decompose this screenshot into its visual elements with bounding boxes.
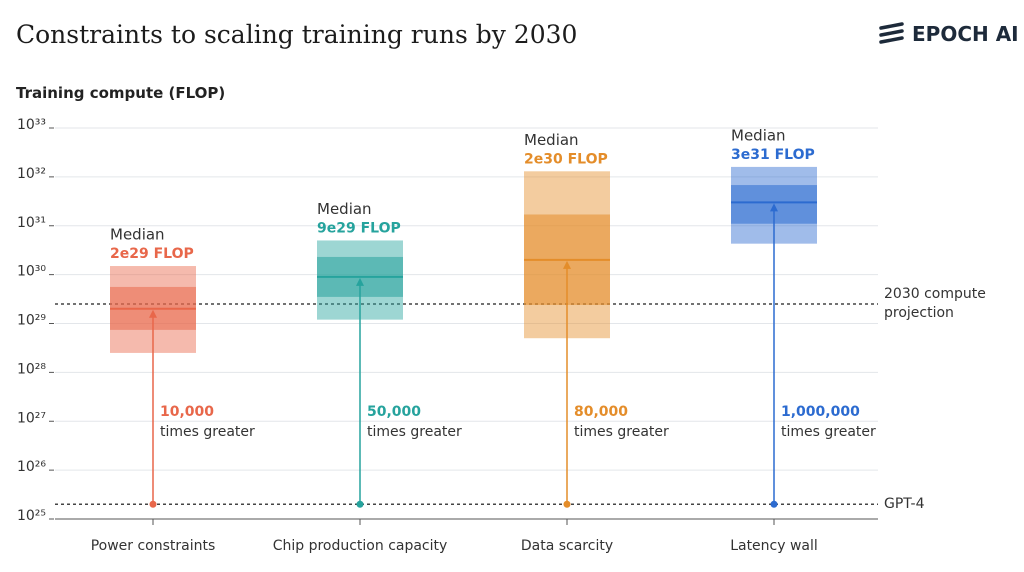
y-tick-label: 10³¹: [17, 215, 46, 231]
arrow-head: [356, 277, 364, 286]
y-axis-title: Training compute (FLOP): [16, 84, 226, 102]
multiplier-text: times greater: [160, 424, 255, 440]
x-tick-label: Power constraints: [91, 538, 216, 554]
arrow-head: [563, 260, 571, 269]
multiplier-label: 80,000: [574, 404, 628, 420]
y-tick-label: 10²⁷: [17, 410, 46, 426]
y-tick-label: 10³⁰: [17, 264, 46, 280]
reference-label: 2030 compute projection: [884, 286, 986, 322]
y-tick-label: 10³²: [17, 166, 46, 182]
y-tick-label: 10²⁵: [17, 508, 46, 524]
median-label: 2e29 FLOP: [110, 246, 194, 262]
multiplier-text: times greater: [781, 424, 876, 440]
gpt4-dot: [356, 500, 364, 508]
median-label: 2e30 FLOP: [524, 151, 608, 167]
y-tick-label: 10²⁹: [17, 313, 46, 329]
multiplier-label: 50,000: [367, 404, 421, 420]
reference-label: GPT-4: [884, 495, 925, 512]
multiplier-label: 1,000,000: [781, 404, 860, 420]
multiplier-text: times greater: [574, 424, 669, 440]
median-label: 3e31 FLOP: [731, 147, 815, 163]
gpt4-dot: [770, 500, 778, 508]
x-tick-label: Chip production capacity: [273, 538, 448, 554]
median-text: Median: [524, 131, 579, 149]
arrow-head: [770, 203, 778, 212]
x-tick-label: Latency wall: [730, 538, 818, 554]
gpt4-dot: [563, 500, 571, 508]
median-text: Median: [317, 200, 372, 218]
x-tick-label: Data scarcity: [521, 538, 613, 554]
y-tick-label: 10²⁶: [17, 459, 46, 475]
median-text: Median: [110, 226, 165, 244]
median-label: 9e29 FLOP: [317, 220, 401, 236]
y-tick-label: 10³³: [17, 117, 46, 133]
brand: EPOCH AI: [912, 22, 1019, 46]
median-text: Median: [731, 126, 786, 144]
chart-title: Constraints to scaling training runs by …: [16, 20, 578, 49]
multiplier-label: 10,000: [160, 404, 214, 420]
logo-icon: [879, 22, 904, 44]
gpt4-dot: [149, 500, 157, 508]
y-tick-label: 10²⁸: [17, 361, 46, 377]
multiplier-text: times greater: [367, 424, 462, 440]
arrow-head: [149, 309, 157, 318]
